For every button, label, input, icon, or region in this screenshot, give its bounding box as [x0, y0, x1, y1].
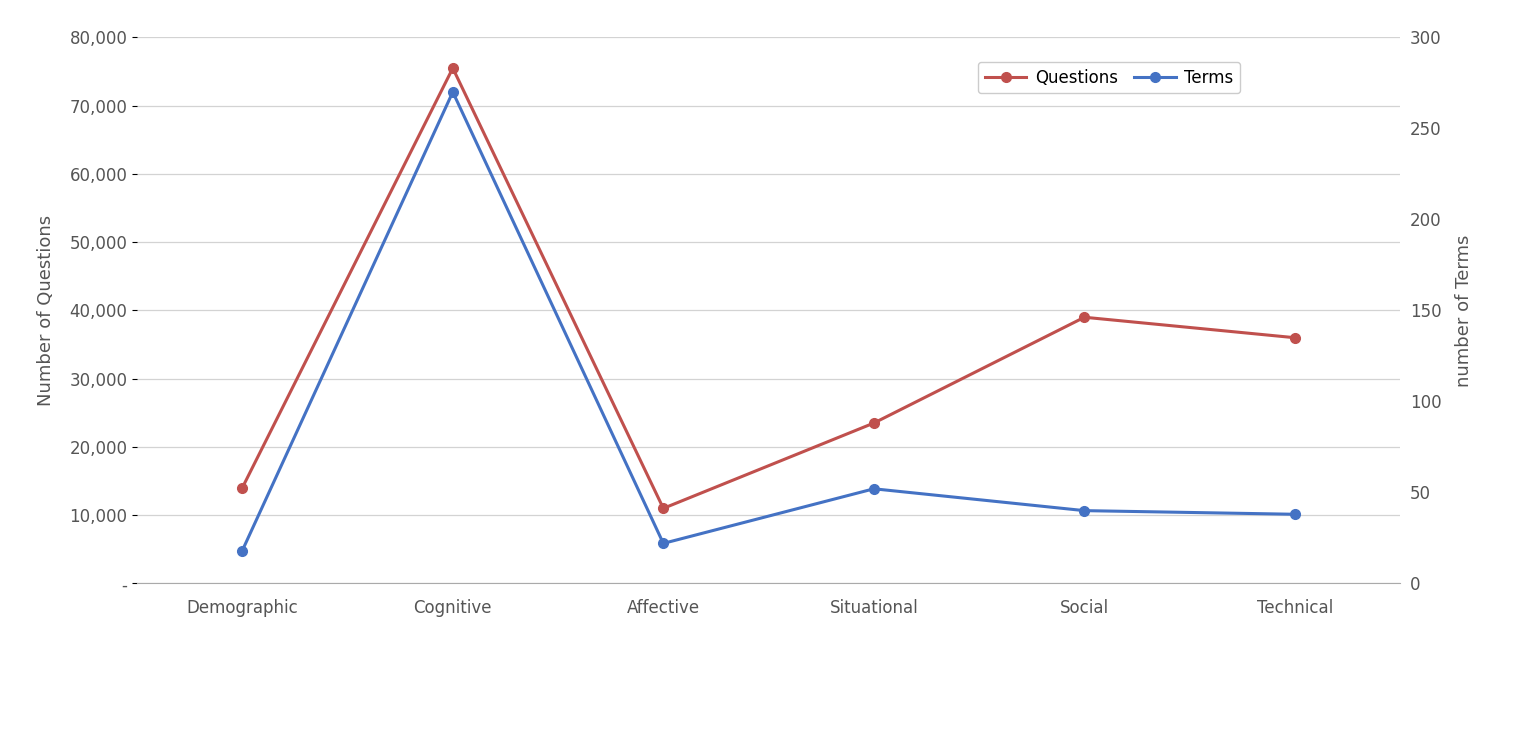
Legend: Questions, Terms: Questions, Terms: [979, 62, 1240, 94]
Terms: [654, 539, 673, 548]
Questions: [654, 504, 673, 513]
Terms: [864, 484, 883, 493]
Questions: [233, 483, 251, 492]
Questions: [1075, 313, 1093, 322]
Line: Terms: Terms: [237, 88, 1300, 556]
Y-axis label: number of Terms: number of Terms: [1455, 234, 1473, 387]
Questions: [864, 419, 883, 428]
Terms: [233, 546, 251, 555]
Questions: [444, 64, 463, 73]
Terms: [444, 88, 463, 96]
Y-axis label: Number of Questions: Number of Questions: [38, 215, 55, 406]
Line: Questions: Questions: [237, 64, 1300, 513]
Terms: [1075, 506, 1093, 515]
Questions: [1286, 334, 1304, 343]
Terms: [1286, 510, 1304, 519]
